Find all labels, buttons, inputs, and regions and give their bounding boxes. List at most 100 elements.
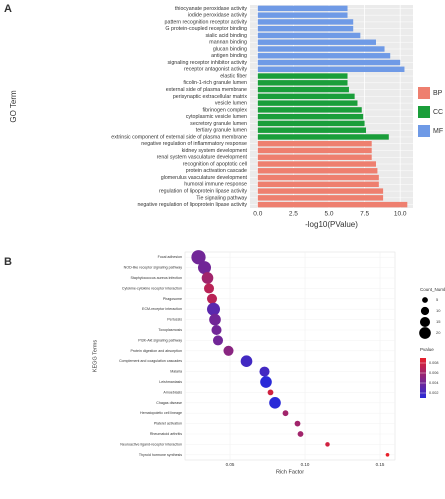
y-tick-label: Rheumatoid arthritis <box>150 432 182 436</box>
y-tick-label: fibrinogen complex <box>203 107 248 113</box>
y-tick-label: Toxoplasmosis <box>158 328 182 332</box>
y-tick-label: PI3K-Akt signaling pathway <box>138 338 182 342</box>
color-bar-label: 0.008 <box>429 361 439 365</box>
bubble <box>207 302 220 316</box>
panel-label: A <box>4 3 12 15</box>
y-tick-label: negative regulation of lipoprotein lipas… <box>137 202 247 208</box>
y-tick-label: thiocyanate peroxidase activity <box>175 6 247 12</box>
x-tick-label: 0.10 <box>301 462 310 467</box>
bar <box>257 147 372 154</box>
y-tick-label: Protein digestion and absorption <box>130 349 182 353</box>
y-tick-label: Thyroid hormone synthesis <box>139 453 182 457</box>
bar <box>257 120 365 127</box>
bar <box>257 154 372 160</box>
bar <box>257 39 376 45</box>
y-tick-label: sialic acid binding <box>205 33 247 39</box>
bar <box>257 188 384 194</box>
legend-label: CC <box>433 109 443 116</box>
y-tick-label: Pertussis <box>167 318 182 322</box>
bar <box>257 201 408 208</box>
bar <box>257 195 384 201</box>
bar <box>257 66 405 72</box>
x-axis-title: -log10(PValue) <box>305 220 358 229</box>
y-tick-label: Staphylococcus aureus infection <box>130 276 182 280</box>
bar <box>257 5 348 12</box>
legend-label: 20 <box>436 330 441 335</box>
x-tick-label: 0.15 <box>376 462 385 467</box>
y-tick-label: Platelet activation <box>154 422 182 426</box>
bar <box>257 174 379 181</box>
y-tick-label: glomerulus vasculature development <box>161 175 248 181</box>
bubble <box>212 335 224 346</box>
x-tick-label: 5.0 <box>324 211 333 218</box>
y-tick-label: Leishmaniasis <box>159 380 182 384</box>
bar <box>257 46 385 52</box>
bar <box>257 19 354 25</box>
bar <box>257 59 401 66</box>
x-tick-label: 0.0 <box>253 211 262 218</box>
y-tick-label: renal system vasculature development <box>157 155 248 161</box>
y-axis-title: KEGG Terms <box>92 340 98 373</box>
color-bar <box>420 358 426 398</box>
y-tick-label: extrinsic component of external side of … <box>111 134 247 140</box>
bar <box>257 53 391 59</box>
y-tick-label: mannan binding <box>209 40 247 46</box>
bubble <box>267 389 274 396</box>
bar <box>257 86 349 93</box>
y-tick-label: negative regulation of inflammatory resp… <box>141 141 247 147</box>
legend-bubble <box>422 297 428 303</box>
bar <box>257 12 348 18</box>
bar <box>257 134 389 140</box>
y-tick-label: ficolin-1-rich granule lumen <box>183 80 247 86</box>
y-tick-label: NOD-like receptor signaling pathway <box>124 266 183 270</box>
bar <box>257 141 372 147</box>
legend-bubble <box>419 316 431 328</box>
y-tick-label: glucan binding <box>213 46 247 52</box>
bubble <box>201 272 214 284</box>
y-tick-label: regulation of lipoprotein lipase activit… <box>159 188 247 194</box>
legend-label: 5 <box>436 297 439 302</box>
legend-swatch <box>418 125 430 137</box>
y-tick-label: iodide peroxidase activity <box>188 13 248 19</box>
y-tick-label: kidney system development <box>182 148 248 154</box>
y-tick-label: Hematopoietic cell lineage <box>140 411 182 415</box>
y-tick-label: elastic fiber <box>220 73 247 79</box>
y-tick-label: tertiary granule lumen <box>196 128 247 134</box>
y-tick-label: ECM-receptor interaction <box>142 307 182 311</box>
legend-swatch <box>418 87 430 99</box>
plot-background <box>250 5 413 208</box>
y-tick-label: Phagosome <box>163 297 182 301</box>
legend-bubble <box>419 327 431 339</box>
y-tick-label: G protein-coupled receptor binding <box>165 26 247 32</box>
y-tick-label: receptor antagonist activity <box>184 67 247 73</box>
bubble <box>294 420 301 427</box>
y-tick-label: Chagas disease <box>156 401 182 405</box>
bubble <box>260 376 272 388</box>
x-tick-label: 7.5 <box>360 211 369 218</box>
bubble <box>203 283 215 294</box>
bar <box>257 25 354 32</box>
legend-swatch <box>418 106 430 118</box>
y-tick-label: external side of plasma membrane <box>166 87 247 93</box>
y-tick-label: Neuroactive ligand-receptor interaction <box>120 442 182 446</box>
color-bar-label: 0.004 <box>429 381 439 385</box>
bar <box>257 80 348 86</box>
bubble <box>209 313 221 326</box>
legend-label: MF <box>433 128 443 135</box>
bubble <box>282 410 289 417</box>
y-tick-label: Malaria <box>170 370 182 374</box>
y-tick-label: secretory granule lumen <box>190 121 247 127</box>
legend-bubble <box>420 306 430 316</box>
bar <box>257 113 364 120</box>
plot-frame <box>184 251 396 461</box>
bubble <box>206 293 218 304</box>
y-tick-label: humoral immune response <box>184 182 247 188</box>
y-tick-label: pattern recognition receptor activity <box>165 19 248 25</box>
bar <box>257 93 355 100</box>
x-axis-title: Rich Factor <box>276 469 304 475</box>
legend-label: BP <box>433 90 443 97</box>
y-tick-label: Amoebiasis <box>163 390 182 394</box>
bar <box>257 181 379 188</box>
y-tick-label: Focal adhesion <box>158 255 182 259</box>
